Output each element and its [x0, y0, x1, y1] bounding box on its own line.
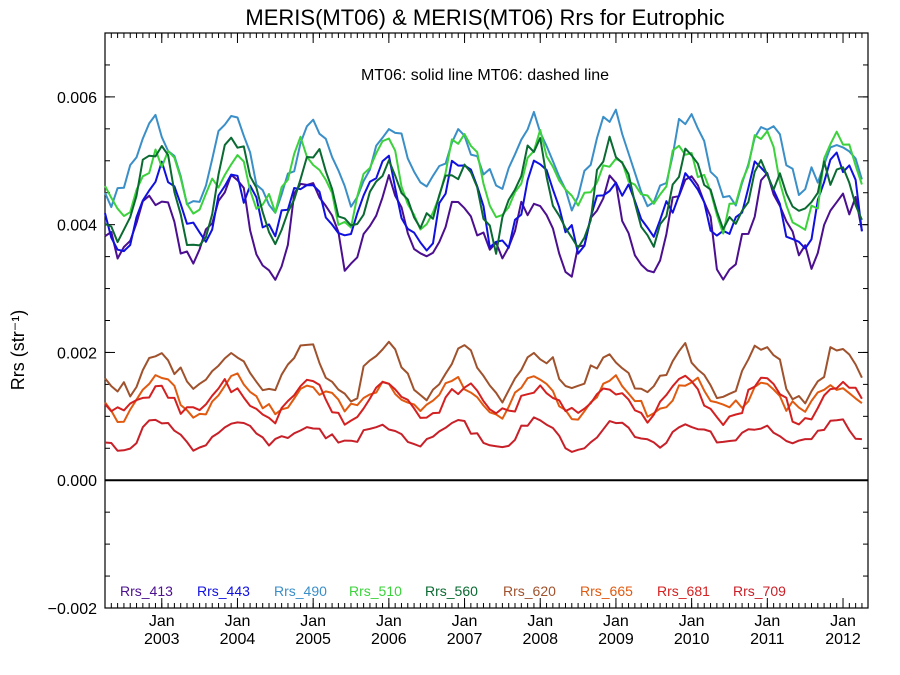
x-tick-label-year: 2008 [522, 631, 558, 648]
series-lines [104, 108, 863, 453]
legend-item-rrs_443: Rrs_443 [197, 583, 250, 599]
x-tick-label-month: Jan [830, 613, 856, 630]
x-tick-label-year: 2006 [371, 631, 407, 648]
legend-item-rrs_709: Rrs_709 [733, 583, 786, 599]
y-tick-label: 0.006 [57, 90, 97, 107]
plot-area [104, 32, 869, 609]
series-line-rrs_665 [104, 372, 863, 423]
y-axis: −0.002 0.000 0.002 0.004 0.006 [48, 32, 868, 618]
x-tick-label-month: Jan [376, 613, 402, 630]
series-line-rrs_443 [104, 151, 863, 255]
legend-item-rrs_620: Rrs_620 [503, 583, 556, 599]
legend-item-rrs_510: Rrs_510 [349, 583, 402, 599]
x-tick-label-month: Jan [149, 613, 175, 630]
x-tick-label-month: Jan [225, 613, 251, 630]
x-tick-label-month: Jan [300, 613, 326, 630]
x-tick-label-year: 2011 [750, 631, 785, 648]
x-tick-label-year: 2003 [144, 631, 180, 648]
x-tick-label-month: Jan [452, 613, 478, 630]
y-tick-label: 0.004 [57, 218, 97, 235]
x-tick-label-year: 2012 [825, 631, 861, 648]
y-axis-label: Rrs (str⁻¹) [8, 310, 28, 390]
x-tick-label-month: Jan [603, 613, 629, 630]
x-tick-label-year: 2007 [447, 631, 483, 648]
series-line-rrs_681 [104, 374, 863, 426]
legend: Rrs_413 Rrs_443 Rrs_490 Rrs_510 Rrs_560 Rrs_6… [120, 583, 786, 599]
series-line-rrs_490 [104, 108, 863, 214]
y-tick-label: 0.002 [57, 345, 97, 362]
series-line-rrs_560 [104, 135, 863, 255]
legend-item-rrs_665: Rrs_665 [580, 583, 633, 599]
legend-item-rrs_413: Rrs_413 [120, 583, 173, 599]
x-tick-label-month: Jan [527, 613, 553, 630]
plot-frame [104, 32, 869, 609]
legend-item-rrs_490: Rrs_490 [274, 583, 327, 599]
x-tick-label-year: 2004 [220, 631, 256, 648]
x-tick-label-year: 2009 [598, 631, 634, 648]
x-tick-label-month: Jan [679, 613, 705, 630]
series-line-rrs_620 [104, 340, 863, 405]
legend-item-rrs_681: Rrs_681 [657, 583, 710, 599]
x-tick-label-year: 2010 [674, 631, 710, 648]
y-tick-label: −0.002 [48, 601, 97, 618]
series-line-rrs_709 [104, 416, 862, 453]
line-style-annotation: MT06: solid line MT06: dashed line [361, 67, 609, 84]
legend-item-rrs_560: Rrs_560 [425, 583, 478, 599]
x-tick-label-month: Jan [754, 613, 780, 630]
x-axis: Jan2003Jan2004Jan2005Jan2006Jan2007Jan20… [104, 33, 863, 648]
y-tick-label: 0.000 [57, 473, 97, 490]
chart-title: MERIS(MT06) & MERIS(MT06) Rrs for Eutrop… [245, 5, 724, 30]
series-line-rrs_510 [104, 128, 863, 235]
x-tick-label-year: 2005 [295, 631, 331, 648]
